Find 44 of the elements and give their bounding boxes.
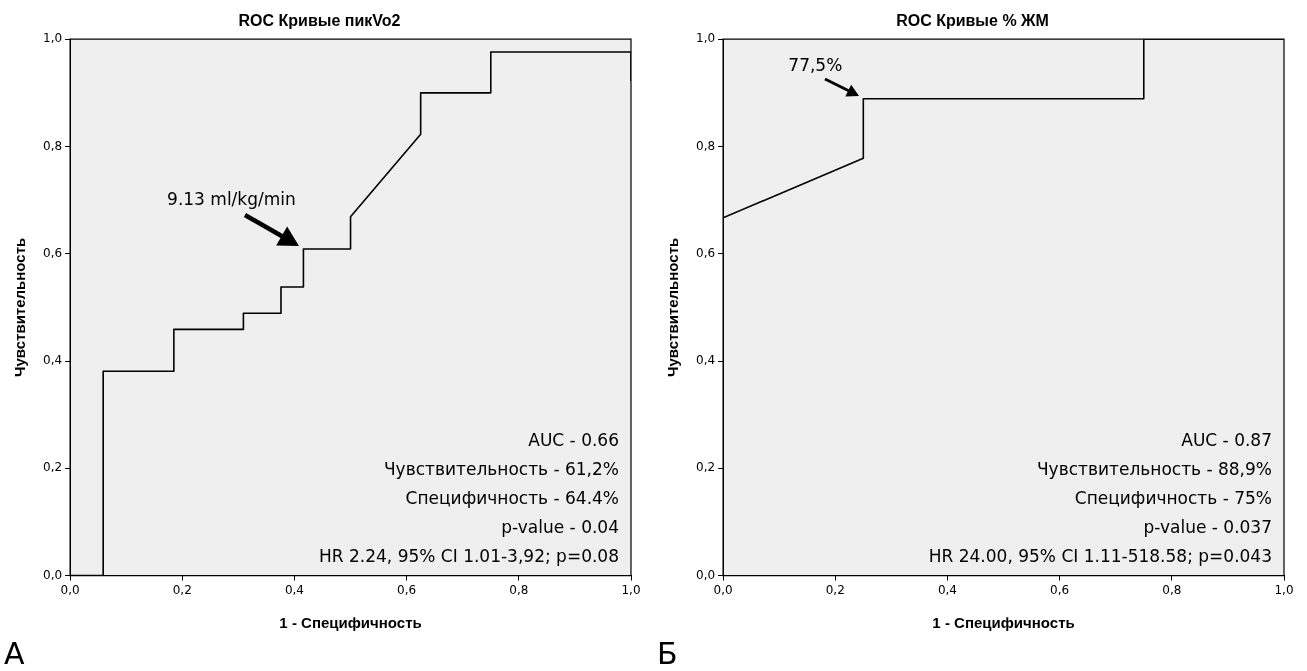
annotation: 77,5% xyxy=(788,54,843,75)
x-tick-label: 0,0 xyxy=(60,582,80,597)
annotation: p-value - 0.037 xyxy=(1143,516,1272,537)
annotation: Чувствительность - 61,2% xyxy=(383,458,619,479)
y-tick-label: 0,4 xyxy=(42,353,63,368)
y-tick-label: 0,6 xyxy=(695,245,716,260)
y-tick-label: 0,2 xyxy=(695,460,716,475)
annotation: AUC - 0.87 xyxy=(1181,429,1272,450)
x-tick-label: 1,0 xyxy=(1274,582,1294,597)
x-axis-title: 1 - Специфичность xyxy=(279,614,422,632)
annotation: Специфичность - 75% xyxy=(1074,487,1272,508)
x-axis-title: 1 - Специфичность xyxy=(932,614,1075,632)
x-tick-label: 1,0 xyxy=(621,582,641,597)
annotation: HR 2.24, 95% CI 1.01-3,92; p=0.08 xyxy=(319,545,619,566)
x-tick-label: 0,6 xyxy=(1050,582,1070,597)
x-tick-label: 0,2 xyxy=(172,582,192,597)
text: Б xyxy=(657,636,678,671)
y-tick-label: 0,8 xyxy=(42,138,63,153)
chart-title: ROC Кривые % ЖМ xyxy=(896,12,1049,30)
x-tick-label: 0,8 xyxy=(509,582,529,597)
annotation: Чувствительность - 88,9% xyxy=(1036,458,1272,479)
annotation: p-value - 0.04 xyxy=(501,516,619,537)
y-axis-title: Чувствительность xyxy=(664,237,682,378)
annotation: HR 24.00, 95% CI 1.11-518.58; p=0.043 xyxy=(928,545,1272,566)
x-tick-label: 0,4 xyxy=(284,582,304,597)
annotation: Специфичность - 64.4% xyxy=(405,487,619,508)
x-tick-label: 0,0 xyxy=(713,582,733,597)
chart-title: ROC Кривые пикVo2 xyxy=(238,12,401,30)
y-tick-label: 1,0 xyxy=(695,31,716,46)
y-tick-label: 0,0 xyxy=(42,567,63,582)
y-tick-label: 0,4 xyxy=(695,353,716,368)
y-tick-label: 1,0 xyxy=(42,31,63,46)
annotation: 9.13 ml/kg/min xyxy=(167,188,296,209)
x-tick-label: 0,4 xyxy=(937,582,957,597)
y-tick-label: 0,8 xyxy=(695,138,716,153)
y-tick-label: 0,0 xyxy=(695,567,716,582)
x-tick-label: 0,8 xyxy=(1162,582,1182,597)
y-axis-title: Чувствительность xyxy=(11,237,29,378)
y-tick-label: 0,6 xyxy=(42,245,63,260)
annotation: AUC - 0.66 xyxy=(528,429,619,450)
y-tick-label: 0,2 xyxy=(42,460,63,475)
text: А xyxy=(4,636,25,671)
x-tick-label: 0,2 xyxy=(825,582,845,597)
x-tick-label: 0,6 xyxy=(397,582,417,597)
